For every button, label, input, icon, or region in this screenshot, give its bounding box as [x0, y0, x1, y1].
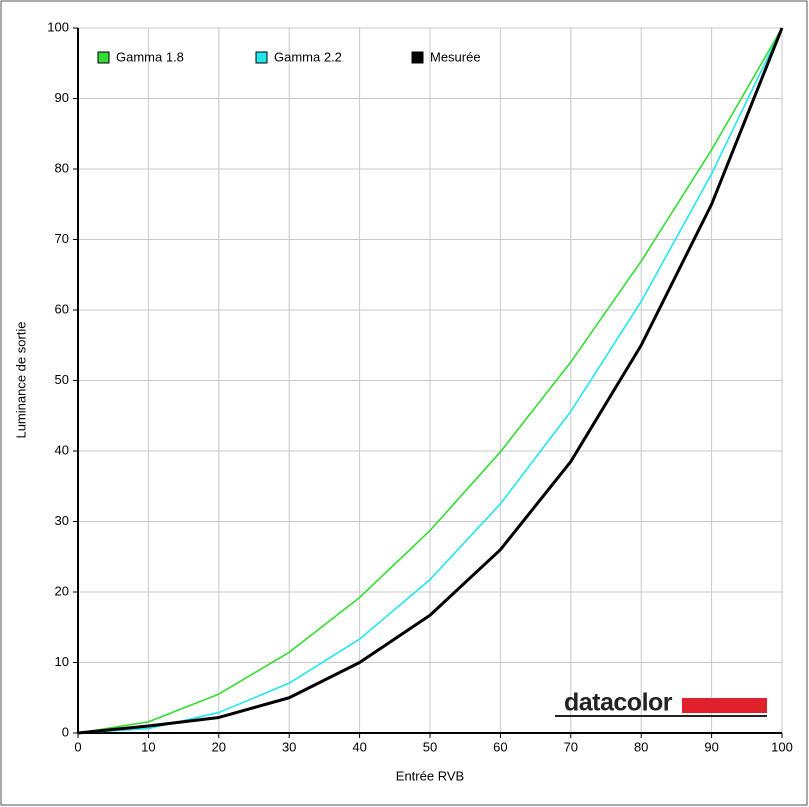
legend-label: Gamma 1.8 — [116, 49, 184, 64]
logo: datacolor — [564, 689, 673, 717]
plot-area: 0 10 20 30 40 50 60 70 80 90 100 0 10 20 30 40 50 60 70 80 9… — [47, 19, 793, 754]
y-tick-label: 70 — [55, 231, 69, 246]
y-tick-label: 40 — [55, 442, 69, 457]
legend-label: Mesurée — [430, 49, 481, 64]
y-tick-label: 0 — [62, 724, 69, 739]
x-tick-label: 20 — [212, 739, 226, 754]
x-tick-label: 50 — [423, 739, 437, 754]
series-line — [77, 27, 783, 734]
x-tick-label: 10 — [141, 739, 155, 754]
legend-label: Gamma 2.2 — [274, 49, 342, 64]
x-axis-label: Entrée RVB — [396, 768, 464, 783]
x-tick-label: 40 — [352, 739, 366, 754]
logo-bar — [682, 698, 767, 713]
x-tick-label: 70 — [564, 739, 578, 754]
y-tick-label: 50 — [55, 372, 69, 387]
legend-swatch — [97, 51, 110, 64]
y-tick-label: 10 — [55, 654, 69, 669]
x-tick-label: 30 — [282, 739, 296, 754]
legend-swatch — [255, 51, 268, 64]
series-line — [77, 27, 783, 734]
y-tick-label: 90 — [55, 90, 69, 105]
x-tick-label: 60 — [493, 739, 507, 754]
y-tick-label: 60 — [55, 301, 69, 316]
legend-swatch — [411, 51, 424, 64]
y-tick-label: 100 — [47, 19, 69, 34]
y-tick-label: 20 — [55, 583, 69, 598]
x-tick-label: 100 — [771, 739, 793, 754]
y-tick-label: 30 — [55, 513, 69, 528]
x-tick-label: 0 — [74, 739, 81, 754]
y-tick-label: 80 — [55, 160, 69, 175]
y-axis-label: Luminance de sortie — [13, 321, 28, 438]
x-tick-label: 80 — [634, 739, 648, 754]
series-line — [77, 27, 784, 735]
x-tick-label: 90 — [704, 739, 718, 754]
